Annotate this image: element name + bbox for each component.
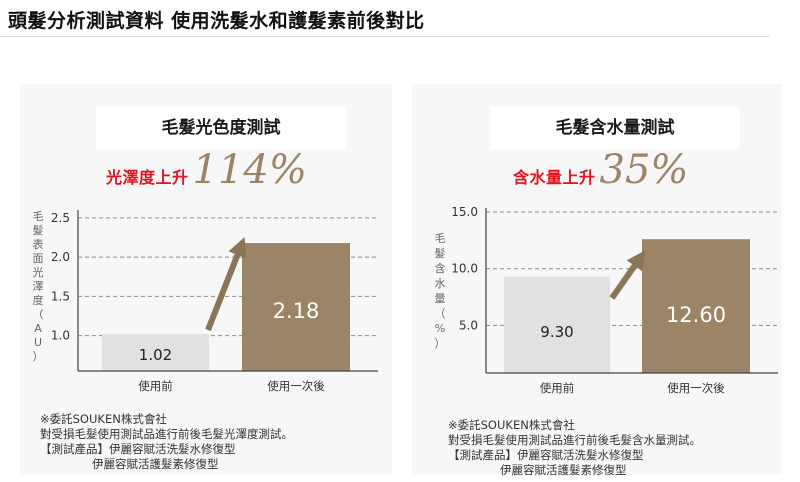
gloss-ylabel-char: 表 [33,237,44,251]
moisture-headline: 含水量上升 35% [513,150,688,190]
gloss-headline-label: 光澤度上升 [106,168,189,187]
moisture-footnote-line1: ※委託SOUKEN株式會社 [448,418,575,432]
gloss-ylabel-char: （ [33,308,44,321]
gloss-category-label: 使用前 [138,379,173,393]
moisture-ytick-label: 5.0 [459,318,478,332]
gloss-ylabel-char: 澤 [33,280,44,293]
moisture-footnote-line4: 伊麗容賦活護髮素修復型 [500,463,627,477]
moisture-value-label: 9.30 [540,323,573,341]
moisture-ylabel-char: （ [435,307,446,320]
moisture-ytick-label: 10.0 [451,262,478,276]
gloss-increase-arrow [205,237,247,332]
gloss-ylabel-char: U [34,336,42,349]
moisture-ylabel-char: 含 [435,261,446,275]
moisture-category-label: 使用前 [540,381,575,395]
gloss-ylabel-char: 面 [33,252,44,265]
gloss-ylabel-char: A [34,322,42,335]
gloss-footnote-line4: 伊麗容賦活護髮素修復型 [92,457,219,471]
moisture-ylabel-char: 毛 [435,232,446,245]
gloss-ytick-label: 1.0 [51,329,70,343]
moisture-ylabel-char: 水 [435,277,446,290]
page-title: 頭髮分析測試資料 使用洗髮水和護髮素前後對比 [8,10,425,32]
gloss-chart-title: 毛髮光色度測試 [96,106,346,150]
gloss-ylabel-char: ） [33,350,44,363]
moisture-chart-title: 毛髮含水量測試 [490,106,740,150]
gloss-ytick-label: 2.5 [51,211,70,225]
moisture-footnote: ※委託SOUKEN株式會社 對受損毛髮使用測試品進行前後毛髮含水量測試。 【測試… [448,418,701,478]
gloss-bar-after [242,243,350,371]
gloss-ylabel-char: 光 [33,265,44,279]
gloss-ytick-label: 1.5 [51,289,70,303]
moisture-ytick-label: 15.0 [451,205,478,219]
moisture-bar-after [642,239,750,373]
gloss-footnote-line1: ※委託SOUKEN株式會社 [40,412,167,426]
gloss-headline: 光澤度上升 114% [106,150,307,190]
moisture-ylabel-char: ） [435,337,446,350]
gloss-headline-value: 114% [192,147,307,193]
gloss-ytick-label: 2.0 [51,250,70,264]
moisture-category-label: 使用一次後 [667,381,725,395]
moisture-ylabel-char: 髮 [435,246,446,260]
gloss-value-label: 1.02 [139,346,172,364]
gloss-value-label: 2.18 [273,299,320,323]
moisture-ylabel-char: % [435,322,445,335]
moisture-ylabel-char: 量 [435,292,446,305]
gloss-ylabel-char: 髮 [33,223,44,237]
gloss-footnote-line3: 【測試產品】伊麗容賦活洗髮水修復型 [40,442,236,456]
gloss-footnote: ※委託SOUKEN株式會社 對受損毛髮使用測試品進行前後毛髮光澤度測試。 【測試… [40,412,293,472]
gloss-category-label: 使用一次後 [267,379,325,393]
gloss-bar-before [102,334,209,371]
moisture-increase-arrow [609,250,646,300]
moisture-footnote-line2: 對受損毛髮使用測試品進行前後毛髮含水量測試。 [448,433,701,447]
title-divider [0,36,770,37]
moisture-headline-value: 35% [599,147,689,193]
gloss-ylabel-char: 度 [33,293,44,307]
gloss-footnote-line2: 對受損毛髮使用測試品進行前後毛髮光澤度測試。 [40,427,293,441]
moisture-footnote-line3: 【測試產品】伊麗容賦活洗髮水修復型 [448,448,644,462]
gloss-ylabel-char: 毛 [33,210,44,223]
moisture-headline-label: 含水量上升 [513,168,596,187]
moisture-bar-before [504,276,610,373]
moisture-bar-chart: 5.0 10.0 15.0 9.30 12.60 使用前 使用一次後 毛髮含水量 （% ） [435,205,778,395]
moisture-value-label: 12.60 [666,303,726,327]
